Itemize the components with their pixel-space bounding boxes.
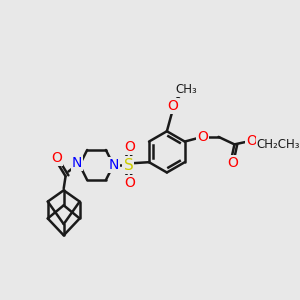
Text: CH₂CH₃: CH₂CH₃ xyxy=(257,138,300,151)
Text: O: O xyxy=(197,130,208,144)
Text: O: O xyxy=(51,151,62,164)
Text: N: N xyxy=(72,156,82,170)
Text: O: O xyxy=(124,140,135,154)
Text: O: O xyxy=(124,176,135,190)
Text: O: O xyxy=(246,134,257,148)
Text: CH₃: CH₃ xyxy=(176,83,197,97)
Text: S: S xyxy=(124,158,133,172)
Text: N: N xyxy=(108,158,118,172)
Text: O: O xyxy=(167,99,178,113)
Text: O: O xyxy=(227,156,238,170)
